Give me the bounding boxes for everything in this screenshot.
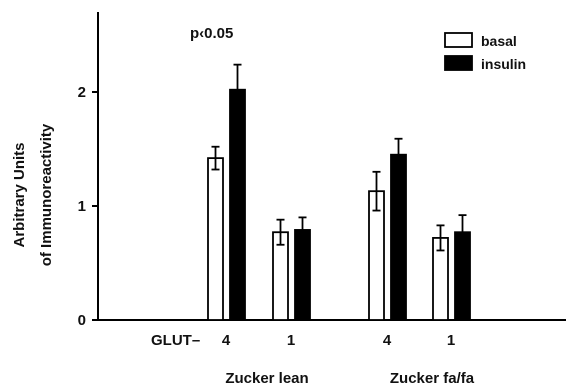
y-tick-label: 0 <box>78 312 86 329</box>
legend-label-basal: basal <box>481 33 517 49</box>
legend-label-insulin: insulin <box>481 56 526 72</box>
bar-basal <box>207 157 224 321</box>
legend: basal insulin <box>444 32 526 72</box>
significance-annotation: p‹0.05 <box>190 25 233 42</box>
group-label-fafa: Zucker fa/fa <box>390 370 475 387</box>
bar-insulin <box>390 153 407 321</box>
bar-insulin <box>229 88 246 321</box>
x-row-label: GLUT– <box>151 332 200 349</box>
y-tick-label: 1 <box>78 198 86 215</box>
group-label-lean: Zucker lean <box>225 370 308 387</box>
y-axis-label-line2: of Immunoreactivity <box>38 123 55 266</box>
y-tick-label: 2 <box>78 84 86 101</box>
legend-swatch-insulin <box>444 55 473 71</box>
legend-swatch-basal <box>444 32 473 48</box>
x-tick-label: 1 <box>447 332 455 349</box>
y-axis-label-line1: Arbitrary Units <box>11 142 28 247</box>
x-tick-label: 4 <box>383 332 392 349</box>
x-tick-label: 1 <box>287 332 295 349</box>
x-tick-label: 4 <box>222 332 231 349</box>
bar-insulin <box>294 229 311 321</box>
